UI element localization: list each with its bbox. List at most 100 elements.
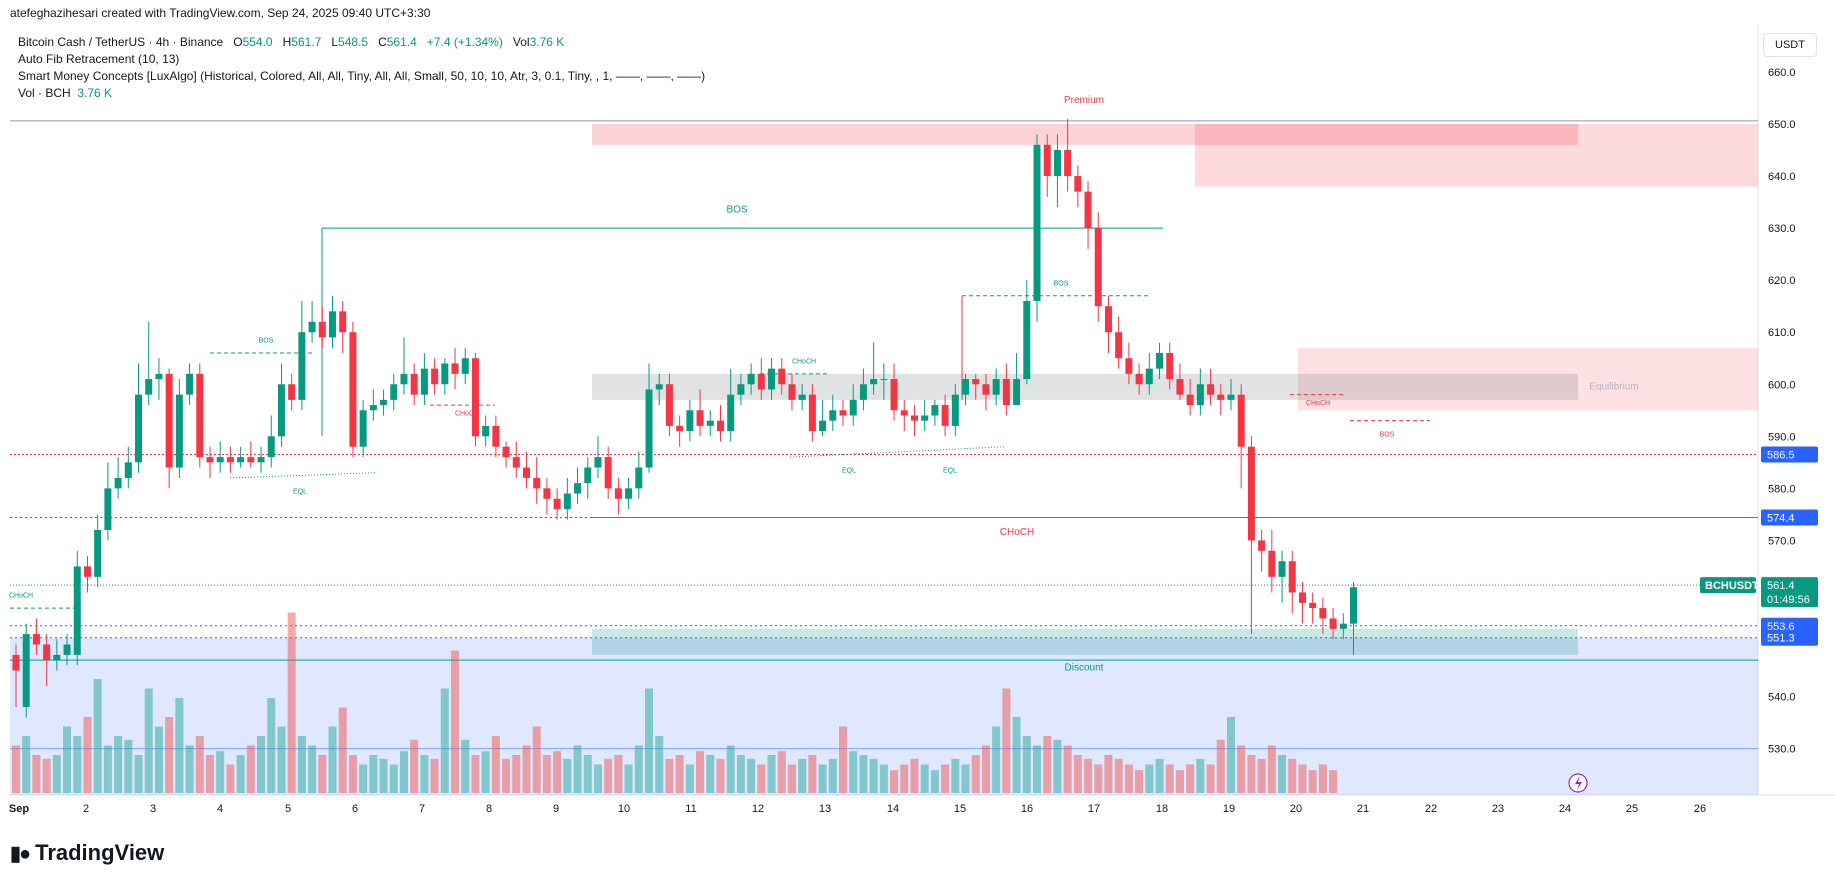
price-label-box — [1761, 509, 1818, 526]
candle-body — [727, 394, 735, 432]
time-tick-label: 8 — [486, 803, 492, 815]
candle-body — [523, 467, 530, 478]
time-tick-label: 15 — [954, 803, 966, 815]
candle-body — [982, 384, 990, 395]
candle-body — [768, 368, 776, 390]
candle-body — [114, 477, 122, 489]
annotation-label: CHoCH — [455, 410, 479, 417]
volume-bar — [992, 726, 1001, 793]
volume-bar — [859, 755, 868, 793]
time-tick-label: 9 — [553, 803, 559, 815]
candle-body — [12, 654, 20, 671]
candle-body — [186, 373, 194, 395]
candle-body — [94, 529, 102, 577]
volume-bar — [930, 770, 939, 793]
volume-bar — [32, 755, 41, 793]
candle-body — [512, 457, 520, 468]
volume-bar — [257, 736, 266, 793]
volume-bar — [246, 745, 255, 793]
volume-bar — [1267, 745, 1276, 793]
candle-body — [962, 379, 970, 395]
legend-smc[interactable]: Smart Money Concepts [LuxAlgo] (Historic… — [18, 69, 706, 83]
volume-bar — [941, 764, 950, 793]
volume-bar — [900, 764, 909, 793]
candle-body — [1156, 353, 1164, 369]
candle-body — [645, 389, 653, 468]
price-tick-label: 660.0 — [1768, 67, 1796, 79]
legend-low: 548.5 — [338, 35, 369, 49]
candle-body — [339, 311, 347, 333]
volume-bar — [348, 755, 357, 793]
time-tick-label: Sep — [9, 803, 29, 815]
volume-bar — [287, 612, 296, 793]
volume-bar — [154, 726, 163, 793]
candle-body — [992, 379, 1000, 395]
candle-body — [849, 399, 857, 416]
candle-body — [329, 311, 337, 338]
time-tick-label: 19 — [1223, 803, 1235, 815]
legend-volume-indicator[interactable]: Vol · BCH 3.76 K — [18, 85, 705, 102]
currency-button[interactable]: USDT — [1763, 33, 1817, 57]
volume-bar — [1175, 770, 1184, 793]
volume-bar — [890, 770, 899, 793]
volume-bar — [981, 745, 990, 793]
volume-bar — [277, 726, 286, 793]
volume-bar — [1043, 736, 1052, 793]
volume-bar — [716, 758, 725, 793]
price-label-box — [1761, 446, 1818, 463]
time-tick-label: 13 — [819, 803, 831, 815]
candle-body — [665, 384, 673, 426]
volume-bar — [675, 755, 684, 793]
time-tick-label: 7 — [419, 803, 425, 815]
candle-body — [1125, 358, 1133, 374]
volume-bar — [583, 755, 592, 793]
legend-change: +7.4 (+1.34%) — [426, 35, 503, 49]
price-tick-label: 620.0 — [1768, 275, 1796, 287]
volume-bar — [1186, 764, 1195, 793]
volume-bar — [553, 751, 562, 793]
volume-bar — [399, 751, 408, 793]
time-tick-label: 6 — [352, 803, 358, 815]
time-tick-label: 17 — [1088, 803, 1100, 815]
candle-body — [247, 457, 255, 463]
lightning-icon-glyph — [1575, 776, 1582, 790]
candle-body — [43, 644, 51, 661]
volume-bar — [297, 736, 306, 793]
volume-bar — [685, 764, 694, 793]
candle-body — [890, 379, 898, 411]
volume-bar — [308, 745, 317, 793]
candle-body — [941, 405, 949, 426]
legend-fib[interactable]: Auto Fib Retracement (10, 13) — [18, 52, 180, 66]
volume-bar — [1053, 739, 1062, 793]
candle-body — [1074, 176, 1082, 192]
volume-bar — [491, 736, 500, 793]
legend-symbol[interactable]: Bitcoin Cash / TetherUS · 4h · Binance — [18, 35, 224, 49]
candle-body — [829, 410, 837, 421]
volume-bar — [144, 688, 153, 793]
volume-bar — [1012, 717, 1021, 793]
volume-bar — [1124, 764, 1133, 793]
volume-bar — [1114, 758, 1123, 793]
legend-vol-ind: Vol · BCH — [18, 86, 71, 100]
candle-body — [543, 488, 551, 499]
volume-bar — [542, 755, 551, 793]
price-tick-label: 540.0 — [1768, 692, 1796, 704]
candle-body — [155, 373, 163, 380]
volume-bar — [369, 755, 378, 793]
equilibrium-zone — [592, 373, 1578, 400]
volume-bar — [1073, 755, 1082, 793]
candle-body — [145, 379, 153, 395]
time-tick-label: 20 — [1290, 803, 1302, 815]
volume-bar — [379, 758, 388, 793]
volume-bar — [1226, 717, 1235, 793]
volume-bar — [573, 745, 582, 793]
candle-body — [1043, 144, 1051, 177]
volume-bar — [614, 755, 623, 793]
volume-bar — [195, 736, 204, 793]
last-price-value: 561.4 — [1767, 580, 1795, 592]
price-label: 551.3 — [1767, 633, 1795, 645]
time-tick-label: 12 — [752, 803, 764, 815]
candle-body — [1186, 394, 1194, 406]
candle-body — [135, 394, 143, 463]
